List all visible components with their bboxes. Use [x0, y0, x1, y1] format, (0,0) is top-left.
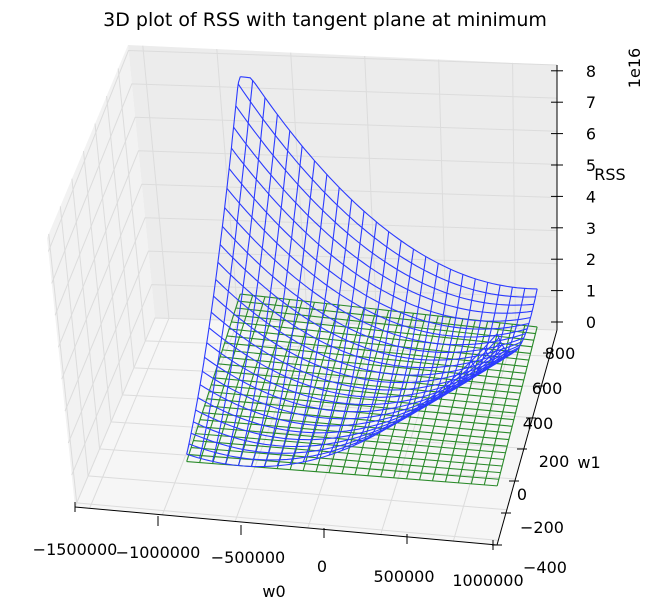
surface-line	[230, 147, 531, 322]
axis-panes	[47, 45, 557, 545]
z-gridline	[64, 217, 558, 412]
z-tick-label: 3	[586, 219, 596, 238]
rss-surface-wireframe	[186, 76, 538, 468]
y-tick-label: 200	[539, 452, 570, 471]
surface-line	[237, 83, 536, 298]
x-tick-label: −500000	[211, 548, 285, 567]
surface-line	[233, 126, 533, 314]
plane-line	[235, 307, 534, 341]
y-tick-label: 400	[523, 414, 554, 433]
plane-line	[220, 356, 523, 388]
z-tick-label: 6	[586, 125, 596, 144]
surface-line	[221, 226, 524, 354]
y-tick-label: −400	[523, 558, 567, 577]
z-gridline	[71, 284, 558, 476]
z-gridline	[61, 183, 558, 380]
surface-line	[186, 333, 498, 468]
x-tick-label: 500000	[373, 567, 434, 586]
z-gridline	[47, 49, 558, 252]
plane-line	[193, 440, 503, 467]
surface-line	[204, 352, 511, 413]
z-axis-label: RSS	[594, 165, 625, 184]
surface-line	[188, 337, 500, 461]
surface-line	[240, 76, 538, 290]
surface-line	[226, 187, 528, 338]
y-axis-line	[496, 329, 558, 546]
x-tick-label: 0	[317, 557, 327, 576]
surface-line	[235, 105, 534, 306]
x-axis-label: w0	[262, 582, 285, 601]
surface-line	[215, 279, 520, 376]
plane-line	[200, 419, 508, 447]
z-tick-label: 0	[586, 313, 596, 332]
surface-line	[228, 168, 529, 330]
surface-line	[201, 351, 510, 420]
surface-line	[208, 327, 515, 398]
z-tick-label: 1	[586, 282, 596, 301]
y-tick-label: −200	[520, 518, 564, 537]
plane-line	[213, 377, 518, 407]
z-tick-label: 4	[586, 187, 596, 206]
axis-grid	[47, 45, 558, 542]
plane-line	[224, 342, 526, 374]
y-axis-label: w1	[577, 453, 600, 472]
plane-line	[206, 398, 513, 427]
left-pane	[47, 45, 155, 507]
surface-line	[219, 244, 523, 361]
y-tick-label: 0	[517, 485, 527, 504]
z-gridline	[54, 116, 558, 316]
plane-line	[208, 391, 514, 421]
x-axis-ticks: −1500000−1000000 −500000 0 500000 1000000	[33, 502, 524, 590]
z-gridline	[67, 250, 558, 444]
plane-line	[204, 405, 511, 434]
plane-line	[211, 384, 516, 414]
y-tick-label: 600	[532, 379, 563, 398]
surface-line	[217, 261, 521, 369]
surface-line	[210, 311, 516, 391]
floor-pane	[75, 318, 557, 545]
x-tick-label: −1000000	[116, 543, 201, 562]
z-tick-label: 8	[586, 62, 596, 81]
plane-line	[229, 328, 529, 361]
x-axis-line	[74, 506, 498, 546]
axis-lines	[74, 65, 558, 546]
x-tick-label: 1000000	[452, 571, 523, 590]
plane-line	[215, 370, 519, 401]
surface-line	[213, 295, 518, 384]
plane-line	[197, 426, 506, 454]
z-gridline	[51, 83, 558, 284]
z-axis-ticks: 0 1 2 3 4 5 6 7 8	[551, 62, 596, 332]
plane-line	[237, 300, 536, 335]
back-pane	[128, 45, 557, 330]
y-axis-ticks: −400 −200 0 200 400 600 800	[492, 344, 575, 577]
z-tick-label: 2	[586, 250, 596, 269]
z-tick-label: 7	[586, 93, 596, 112]
plane-line	[191, 447, 501, 474]
surface-line	[206, 342, 513, 406]
tangent-plane-wireframe	[186, 293, 538, 487]
plane-line	[202, 412, 509, 441]
z-multiplier-label: 1e16	[625, 48, 644, 88]
plane-line	[217, 363, 521, 394]
z-tick-label: 5	[586, 156, 596, 175]
plane-line	[195, 433, 504, 460]
x-tick-label: −1500000	[33, 540, 118, 559]
y-tick-label: 800	[545, 344, 576, 363]
chart-title: 3D plot of RSS with tangent plane at min…	[103, 9, 547, 31]
plane-line	[231, 321, 531, 354]
surface-line	[224, 207, 526, 346]
z-gridline	[57, 150, 558, 348]
